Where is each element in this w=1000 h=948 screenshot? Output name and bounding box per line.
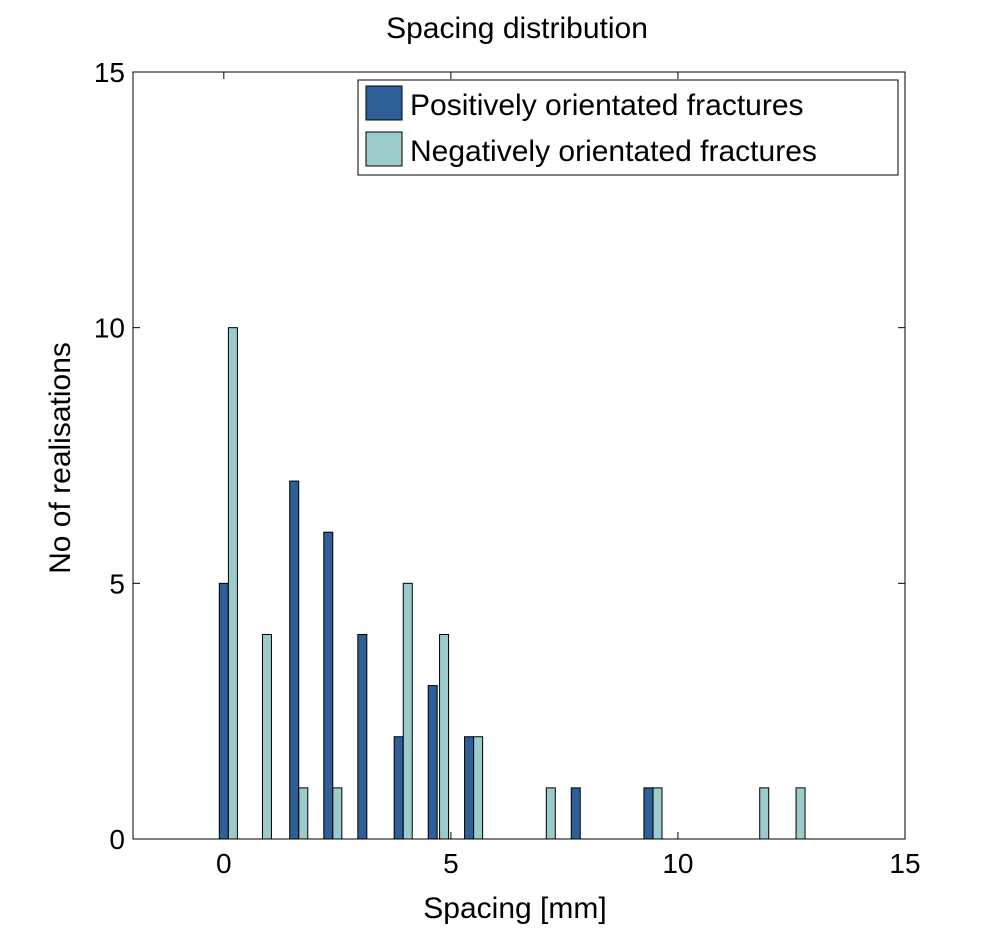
axis-ticks: 0 5 10 15 0 5 10 15: [94, 57, 921, 879]
bars-layer: [218, 327, 806, 840]
y-tick-label: 15: [94, 57, 125, 88]
bar-negative: [652, 787, 663, 840]
x-tick-label: 0: [216, 848, 232, 879]
bar-positive: [218, 582, 229, 840]
bar-positive: [357, 633, 368, 840]
legend-label-positive: Positively orientated fractures: [410, 89, 804, 122]
bar-positive: [393, 736, 404, 840]
x-tick-label: 15: [889, 848, 920, 879]
legend-box: [357, 79, 899, 176]
bar-negative: [332, 787, 343, 840]
bar-negative: [261, 633, 272, 840]
y-tick-label: 10: [94, 313, 125, 344]
bar-positive: [323, 531, 334, 840]
bar-negative: [759, 787, 770, 840]
x-tick-label: 10: [662, 848, 693, 879]
bar-negative: [402, 582, 413, 840]
chart-title: Spacing distribution: [386, 12, 648, 45]
bar-negative: [227, 327, 238, 840]
bar-negative: [298, 787, 309, 840]
plot-frame: [132, 71, 906, 840]
legend[interactable]: Positively orientated fractures Negative…: [357, 79, 899, 176]
bar-positive: [464, 736, 475, 840]
bar-positive: [570, 787, 581, 840]
legend-label-negative: Negatively orientated fractures: [410, 135, 817, 168]
bar-positive: [289, 480, 300, 840]
y-tick-label: 5: [109, 568, 125, 599]
x-axis-label: Spacing [mm]: [423, 892, 606, 925]
bar-negative: [473, 736, 484, 840]
x-tick-label: 5: [443, 848, 459, 879]
bar-positive: [427, 685, 438, 840]
bar-negative: [545, 787, 556, 840]
legend-swatch-positive: [365, 85, 403, 121]
bar-positive: [643, 787, 654, 840]
bar-negative: [795, 787, 806, 840]
y-axis-label: No of realisations: [44, 342, 77, 574]
y-tick-label: 0: [109, 824, 125, 855]
legend-swatch-negative: [365, 131, 403, 167]
bar-negative: [439, 633, 450, 840]
